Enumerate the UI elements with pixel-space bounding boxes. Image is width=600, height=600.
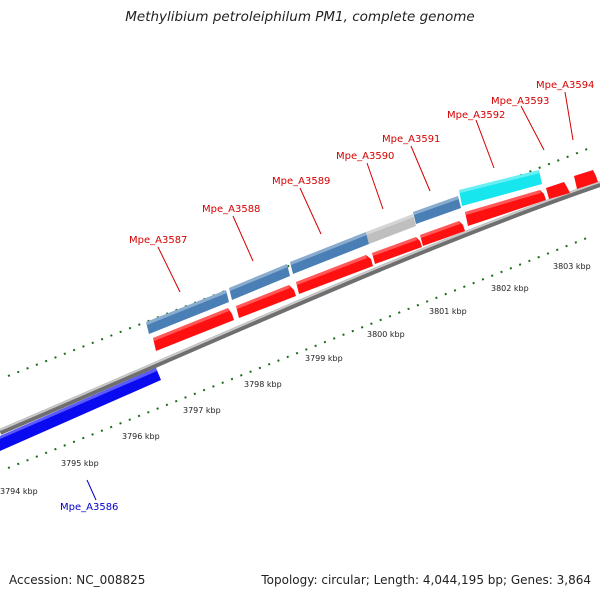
cds-arrow-7[interactable] xyxy=(546,182,570,199)
accession-text: Accession: NC_008825 xyxy=(9,573,146,587)
feature-block-6[interactable] xyxy=(459,170,542,206)
cds-arrow-8[interactable] xyxy=(574,170,598,189)
scale-label: 3803 kbp xyxy=(553,262,591,271)
cds-arrow-2[interactable] xyxy=(236,285,296,318)
cds-arrow-6[interactable] xyxy=(465,190,546,226)
gene-label-mpe-a3592[interactable]: Mpe_A3592 xyxy=(447,110,505,121)
feature-block-3[interactable] xyxy=(290,232,369,274)
genome-summary-text: Topology: circular; Length: 4,044,195 bp… xyxy=(261,573,591,587)
forward-cds-track[interactable] xyxy=(153,170,598,351)
map-title: Methylibium petroleiphilum PM1, complete… xyxy=(125,9,475,25)
gene-label-mpe-a3590[interactable]: Mpe_A3590 xyxy=(336,151,394,162)
gene-label-mpe-a3594[interactable]: Mpe_A3594 xyxy=(536,80,594,91)
scale-label: 3799 kbp xyxy=(305,354,343,363)
scale-label: 3796 kbp xyxy=(122,432,160,441)
gene-labels: Mpe_A3586 Mpe_A3587 Mpe_A3588 Mpe_A3589 … xyxy=(60,80,594,513)
gene-label-mpe-a3588[interactable]: Mpe_A3588 xyxy=(202,204,260,215)
gene-label-mpe-a3593[interactable]: Mpe_A3593 xyxy=(491,96,549,107)
scale-label: 3800 kbp xyxy=(367,330,405,339)
gene-label-mpe-a3587[interactable]: Mpe_A3587 xyxy=(129,235,187,246)
scale-label: 3795 kbp xyxy=(61,459,99,468)
cds-arrow-4[interactable] xyxy=(372,237,422,264)
scale-label: 3801 kbp xyxy=(429,307,467,316)
cds-arrow-1[interactable] xyxy=(153,308,234,351)
feature-block-5[interactable] xyxy=(413,196,461,224)
feature-block-4[interactable] xyxy=(366,214,416,244)
cds-arrow-3[interactable] xyxy=(296,255,373,294)
feature-track-top[interactable] xyxy=(146,170,542,334)
feature-block-2[interactable] xyxy=(229,264,290,300)
gene-label-mpe-a3586[interactable]: Mpe_A3586 xyxy=(60,502,118,513)
feature-block-1[interactable] xyxy=(146,290,229,334)
scale-label: 3794 kbp xyxy=(0,487,38,496)
scale-labels: 3794 kbp 3795 kbp 3796 kbp 3797 kbp 3798… xyxy=(0,262,591,496)
scale-label: 3797 kbp xyxy=(183,406,221,415)
gene-label-mpe-a3591[interactable]: Mpe_A3591 xyxy=(382,134,440,145)
genome-backbone xyxy=(0,181,600,435)
gene-label-mpe-a3589[interactable]: Mpe_A3589 xyxy=(272,176,330,187)
gene-mpe-a3586-feature[interactable] xyxy=(0,368,161,451)
cds-arrow-5[interactable] xyxy=(420,221,465,246)
scale-label: 3802 kbp xyxy=(491,284,529,293)
label-callouts xyxy=(86,91,574,501)
scale-label: 3798 kbp xyxy=(244,380,282,389)
